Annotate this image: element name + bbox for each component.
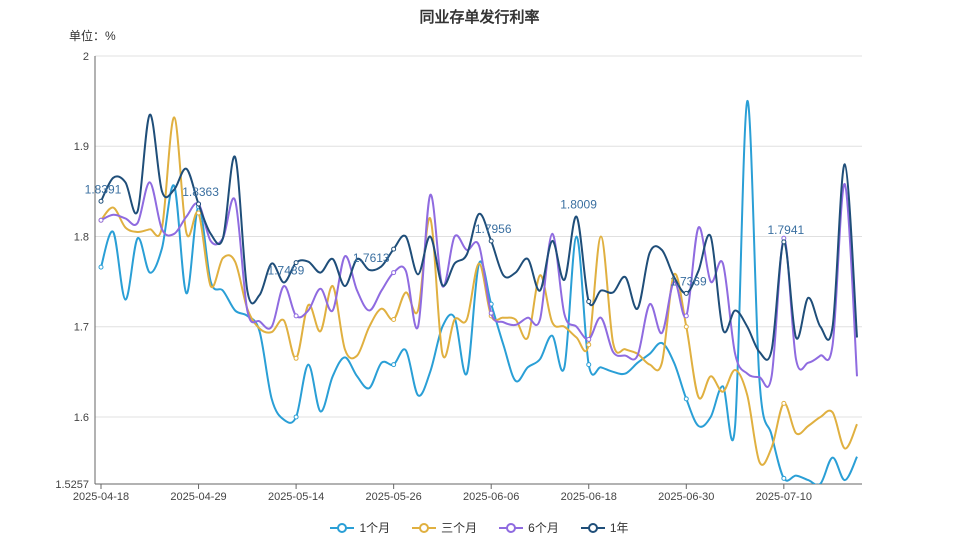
data-point[interactable] — [391, 246, 397, 252]
x-tick-label: 2025-06-18 — [561, 491, 617, 503]
x-tick-label: 2025-05-26 — [366, 491, 422, 503]
data-point[interactable] — [293, 414, 299, 420]
data-point[interactable] — [391, 316, 397, 322]
data-label: 1.7489 — [268, 263, 305, 277]
data-label: 1.7369 — [670, 274, 707, 288]
axes: 1.5257 1.6 1.7 1.8 1.9 2 2025-04-18 2025-04-29 2… — [55, 51, 862, 503]
data-point[interactable] — [196, 210, 202, 216]
x-tick-label: 2025-05-14 — [268, 491, 324, 503]
series-lines — [98, 100, 858, 485]
data-point[interactable] — [293, 355, 299, 361]
y-tick-label: 1.7 — [74, 322, 89, 334]
legend: 1个月 三个月 6个月 1年 — [0, 519, 959, 536]
data-point[interactable] — [293, 313, 299, 319]
legend-item-2[interactable]: 三个月 — [412, 519, 477, 536]
data-point[interactable] — [586, 362, 592, 368]
legend-label: 1个月 — [359, 521, 391, 535]
data-point[interactable] — [391, 270, 397, 276]
data-point[interactable] — [683, 324, 689, 330]
series-line-1[interactable] — [100, 100, 858, 485]
legend-swatch — [330, 522, 355, 533]
data-point[interactable] — [391, 362, 397, 368]
line-chart: 1.5257 1.6 1.7 1.8 1.9 2 2025-04-18 2025-04-29 2… — [55, 51, 862, 503]
data-point[interactable] — [196, 201, 202, 207]
data-point[interactable] — [98, 264, 104, 270]
y-tick-label: 2 — [83, 51, 89, 63]
data-label: 1.7613 — [353, 251, 390, 265]
data-point[interactable] — [488, 310, 494, 316]
data-point[interactable] — [781, 475, 787, 481]
legend-swatch — [580, 522, 605, 533]
data-label: 1.8363 — [182, 185, 219, 199]
y-unit-label: 单位：% — [69, 29, 116, 43]
data-label: 1.8009 — [560, 198, 597, 212]
legend-item-1[interactable]: 1个月 — [330, 519, 390, 536]
series-line-3[interactable] — [100, 181, 858, 388]
data-point[interactable] — [293, 260, 299, 266]
legend-swatch — [499, 522, 524, 533]
y-tick-label: 1.5257 — [55, 479, 89, 491]
data-point[interactable] — [683, 290, 689, 296]
x-tick-label: 2025-04-18 — [73, 491, 129, 503]
chart-title: 同业存单发行利率 — [419, 9, 540, 26]
data-point[interactable] — [781, 400, 787, 406]
data-point[interactable] — [586, 336, 592, 342]
data-point[interactable] — [586, 298, 592, 304]
data-point[interactable] — [98, 198, 104, 204]
legend-swatch — [412, 522, 437, 533]
data-label: 1.7941 — [767, 223, 804, 237]
data-point[interactable] — [488, 238, 494, 244]
y-tick-label: 1.6 — [74, 412, 89, 424]
legend-item-4[interactable]: 1年 — [580, 519, 629, 536]
y-tick-label: 1.8 — [74, 231, 89, 243]
legend-label: 1年 — [609, 521, 629, 535]
data-point[interactable] — [586, 342, 592, 348]
x-tick-label: 2025-06-06 — [463, 491, 519, 503]
x-tick-label: 2025-07-10 — [756, 491, 812, 503]
legend-item-3[interactable]: 6个月 — [499, 519, 559, 536]
data-label: 1.7956 — [475, 222, 512, 236]
data-label: 1.8391 — [85, 182, 122, 196]
data-point[interactable] — [683, 396, 689, 402]
data-labels: 1.8391 1.8363 1.7489 1.7613 1.7956 1.8009 1.73… — [85, 182, 805, 288]
series-line-2[interactable] — [100, 116, 858, 466]
series-line-4[interactable] — [100, 113, 858, 361]
x-tick-label: 2025-04-29 — [170, 491, 226, 503]
x-tick-label: 2025-06-30 — [658, 491, 714, 503]
legend-label: 三个月 — [441, 521, 478, 535]
y-tick-label: 1.9 — [74, 141, 89, 153]
data-point[interactable] — [683, 313, 689, 319]
data-point[interactable] — [98, 217, 104, 223]
data-point[interactable] — [781, 239, 787, 245]
legend-label: 6个月 — [528, 521, 559, 535]
